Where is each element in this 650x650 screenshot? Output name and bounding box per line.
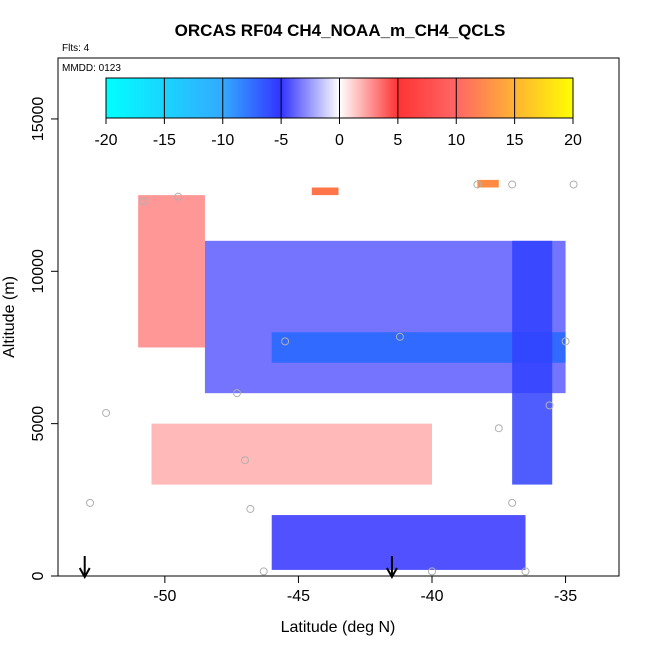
heat-cell-mid-positive-band [151,423,432,485]
y-tick-label: 10000 [30,249,47,294]
sample-point [428,567,436,576]
sample-point [232,389,241,398]
heat-cell-upper-left-positive [138,195,205,348]
sample-point [508,180,517,189]
heat-cell-red-patch-1 [311,187,339,196]
colorbar-tick-label: 5 [393,132,402,149]
colorbar-tick-label: 20 [564,132,582,149]
colorbar-tick-label: 0 [335,132,344,149]
heatmap-layer [138,179,566,570]
chart-title: ORCAS RF04 CH4_NOAA_m_CH4_QCLS [175,21,506,40]
x-tick-label: -35 [554,588,577,605]
y-tick-label: 5000 [30,406,47,442]
sample-point [259,567,268,576]
x-tick-label: -45 [287,588,310,605]
arrow-head [78,567,91,580]
x-axis-label: Latitude (deg N) [281,619,396,636]
colorbar-tick-label: -5 [274,132,288,149]
heat-cell-low-negative-band [271,515,526,570]
arrow-markers [78,556,398,580]
sample-point [174,192,183,201]
sample-point [102,408,111,417]
sample-point [281,337,290,346]
heat-cell-upper-tongue [204,240,566,394]
sample-points [86,180,578,576]
colorbar: -20 -15 -10 -5 0 5 10 15 20 [94,77,582,149]
sample-point [561,337,570,346]
sample-point [508,498,517,507]
x-tick-label: -40 [420,588,443,605]
sample-point [241,456,249,465]
date-annotation: MMDD: 0123 [62,63,121,74]
sample-point [545,401,554,410]
arrow-head [386,567,398,580]
sample-point [494,424,503,433]
flights-annotation: Flts: 4 [62,43,90,54]
sample-point [139,197,148,206]
colorbar-tick-label: -15 [153,132,176,149]
colorbar-tick-label: -10 [211,132,234,149]
heat-cell-right-column [512,240,553,485]
heat-cell-red-patch-2 [477,179,499,188]
colorbar-tick-label: -20 [94,132,117,149]
sample-point [521,567,530,576]
sample-point [86,498,95,507]
sample-point [395,332,404,341]
sample-point [569,180,578,189]
x-tick-label: -50 [153,588,176,605]
axes: Latitude (deg N) Altitude (m) -50 -45 -40-… [1,97,577,636]
plot-border [57,57,620,577]
y-tick-label: 0 [30,571,47,580]
y-tick-label: 15000 [30,97,47,142]
colorbar-tick-label: 10 [447,132,465,149]
y-axis-label: Altitude (m) [1,276,18,358]
colorbar-tick-label: 15 [506,132,524,149]
sample-point [473,180,482,189]
sample-point [246,504,255,513]
